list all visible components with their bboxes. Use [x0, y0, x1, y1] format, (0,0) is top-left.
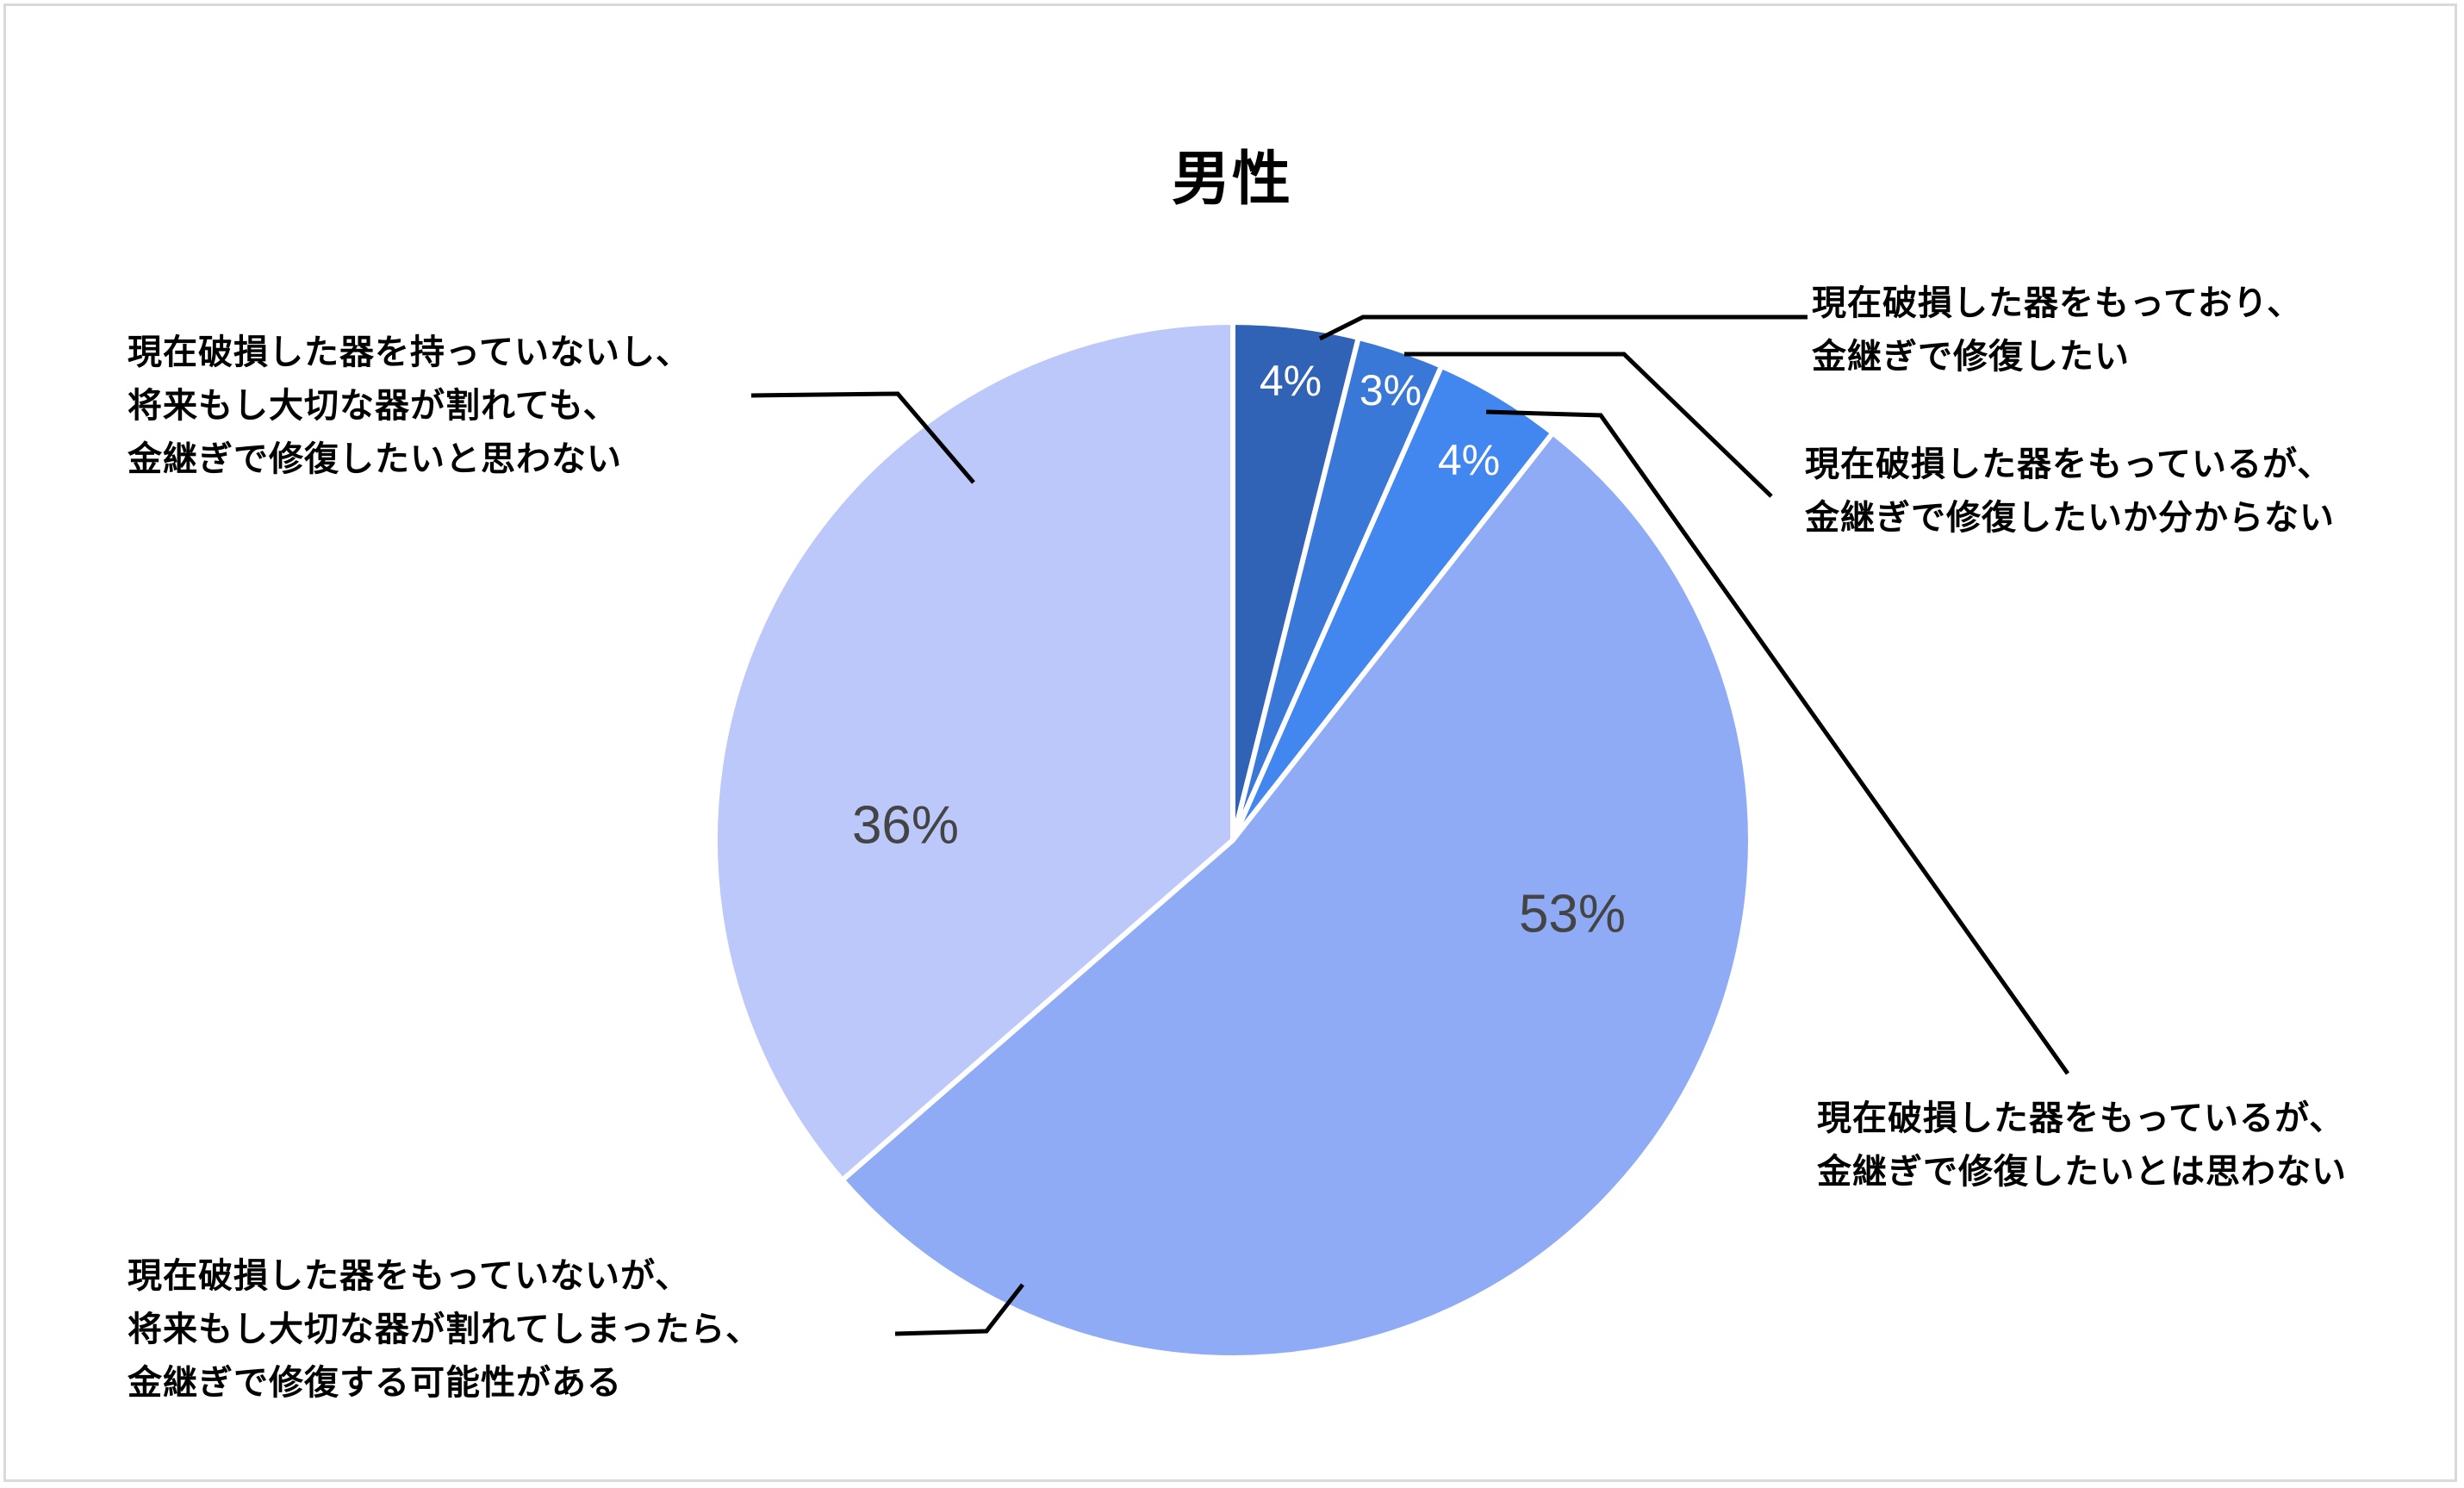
category-label-line: 金継ぎで修復したいとは思わない — [1817, 1152, 2347, 1192]
leader-line-slice-1 — [1318, 314, 1808, 341]
category-label-line: 現在破損した器をもっており、 — [1812, 283, 2303, 323]
category-label-slice-3: 現在破損した器をもっているが、 金継ぎで修復したいとは思わない — [1817, 1092, 2347, 1198]
category-label-line: 金継ぎで修復したいか分からない — [1805, 498, 2335, 538]
category-label-line: 将来もし大切な器が割れても、 — [128, 386, 619, 426]
leader-line-slice-5 — [750, 391, 975, 484]
category-label-line: 金継ぎで修復したいと思わない — [128, 439, 622, 479]
leader-lines — [750, 314, 2070, 1336]
pct-label-slice-2: 3% — [1359, 366, 1422, 414]
pie-slices — [712, 320, 1753, 1360]
leader-line-slice-3 — [1485, 409, 2070, 1075]
category-label-slice-4: 現在破損した器をもっていないが、 将来もし大切な器が割れてしまったら、 金継ぎで… — [128, 1249, 761, 1410]
pct-label-slice-5: 36% — [851, 795, 960, 856]
category-label-line: 金継ぎで修復したい — [1812, 337, 2130, 377]
category-label-line: 現在破損した器を持っていないし、 — [128, 333, 691, 372]
category-label-line: 将来もし大切な器が割れてしまったら、 — [128, 1310, 762, 1349]
chart-title: 男性 — [1171, 146, 1292, 214]
category-label-slice-2: 現在破損した器をもっているが、 金継ぎで修復したいか分からない — [1805, 438, 2335, 545]
category-label-line: 現在破損した器をもっているが、 — [1817, 1099, 2345, 1138]
pie-slice-5 — [712, 320, 1235, 1183]
category-label-slice-5: 現在破損した器を持っていないし、 将来もし大切な器が割れても、 金継ぎで修復した… — [128, 326, 691, 486]
category-label-slice-1: 現在破損した器をもっており、 金継ぎで修復したい — [1812, 277, 2302, 383]
pct-label-slice-1: 4% — [1259, 357, 1322, 405]
pie-slice-4 — [839, 430, 1753, 1360]
pct-label-slice-3: 4% — [1437, 436, 1501, 484]
leader-line-slice-2 — [1404, 352, 1773, 498]
pct-label-slice-4: 53% — [1518, 884, 1627, 944]
category-label-line: 現在破損した器をもっていないが、 — [128, 1256, 691, 1296]
category-label-line: 現在破損した器をもっているが、 — [1805, 445, 2333, 484]
leader-line-slice-4 — [894, 1283, 1024, 1336]
category-label-line: 金継ぎで修復する可能性がある — [128, 1363, 622, 1403]
